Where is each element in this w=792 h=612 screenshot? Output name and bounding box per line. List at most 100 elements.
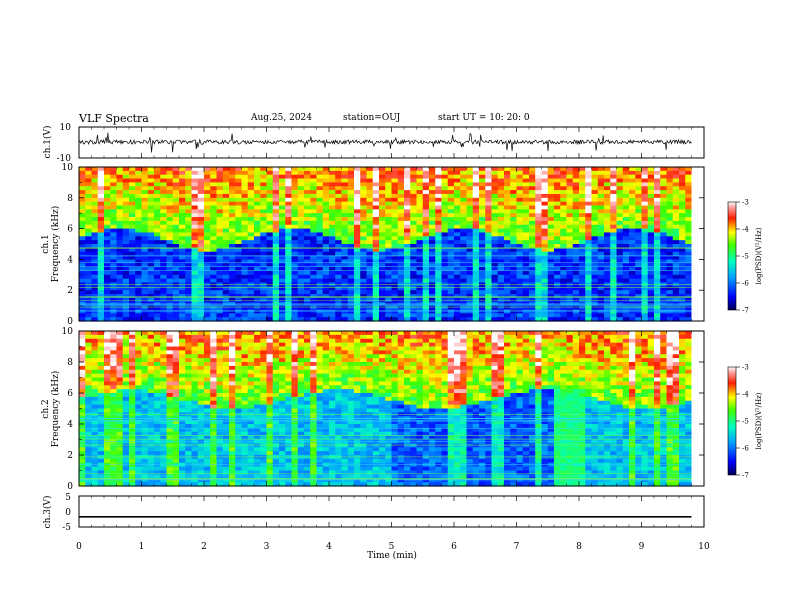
spectrogram-cell (572, 178, 580, 183)
spectrogram-cell (547, 255, 555, 260)
spectrogram-cell (85, 297, 93, 303)
spectrogram-cell (260, 247, 268, 253)
spectrogram-cell (279, 270, 286, 276)
spectrogram-cell (129, 270, 136, 276)
spectrogram-cell (135, 305, 143, 311)
spectrogram-cell (310, 182, 318, 187)
spectrogram-cell (204, 167, 211, 172)
spectrogram-cell (591, 309, 599, 314)
spectrogram-cell (597, 224, 605, 230)
spectrogram-cell (466, 236, 474, 241)
spectrogram-cell (454, 228, 461, 234)
spectrogram-cell (360, 167, 368, 172)
spectrogram-cell (410, 174, 418, 180)
spectrogram-cell (216, 305, 224, 311)
spectrogram-cell (222, 286, 230, 291)
spectrogram-cell (416, 263, 424, 268)
spectrogram-cell (97, 424, 105, 429)
spectrogram-cell (504, 278, 511, 284)
spectrogram-cell (191, 182, 199, 187)
spectrogram-cell (185, 470, 193, 475)
spectrogram-cell (229, 167, 236, 172)
spectrogram-cell (404, 305, 411, 311)
spectrogram-cell (566, 263, 574, 268)
spectrogram-cell (429, 251, 436, 257)
spectrogram-cell (135, 190, 143, 195)
spectrogram-cell (397, 197, 405, 203)
spectrogram-cell (160, 369, 168, 375)
spectrogram-cell (660, 236, 668, 241)
spectrogram-cell (135, 342, 143, 348)
spectrogram-cell (147, 255, 155, 260)
spectrogram-cell (147, 244, 155, 249)
spectrogram-cell (322, 309, 330, 314)
spectrogram-cell (222, 301, 230, 307)
spectrogram-cell (510, 174, 518, 180)
spectrogram-cell (679, 217, 686, 222)
spectrogram-cell (210, 331, 218, 336)
spectrogram-cell (179, 404, 186, 410)
spectrogram-cell (247, 201, 255, 207)
spectrogram-cell (129, 255, 136, 260)
spectrogram-cell (147, 197, 155, 203)
spectrogram-cell (516, 236, 524, 241)
spectrogram-cell (304, 240, 311, 245)
spectrogram-cell (641, 317, 649, 322)
spectrogram-cell (297, 255, 305, 260)
spectrogram-cell (447, 178, 455, 183)
spectrogram-cell (379, 244, 386, 249)
spectrogram-cell (535, 213, 543, 218)
spectrogram-cell (416, 201, 424, 207)
spectrogram-cell (454, 170, 461, 176)
spectrogram-cell (354, 190, 361, 195)
spectrogram-cell (116, 301, 124, 307)
spectrogram-cell (335, 193, 343, 199)
spectrogram-cell (216, 435, 224, 441)
spectrogram-cell (454, 224, 461, 230)
spectrogram-cell (572, 228, 580, 234)
spectrogram-cell (104, 259, 111, 264)
spectrogram-cell (91, 186, 99, 191)
spectrogram-cell (641, 259, 649, 264)
spectrogram-cell (622, 186, 630, 191)
spectrogram-cell (672, 255, 680, 260)
spectrogram-cell (410, 267, 418, 272)
spectrogram-cell (266, 167, 274, 172)
spectrogram-cell (435, 270, 443, 276)
spectrogram-cell (641, 213, 649, 218)
spectrogram-cell (491, 220, 499, 226)
spectrogram-cell (479, 240, 486, 245)
spectrogram-cell (654, 232, 661, 237)
spectrogram-cell (629, 217, 636, 222)
spectrogram-cell (366, 170, 374, 176)
spectrogram-cell (97, 354, 105, 359)
spectrogram-cell (260, 317, 268, 322)
spectrogram-cell (266, 270, 274, 276)
spectrogram-cell (216, 373, 224, 379)
spectrogram-cell (222, 447, 230, 452)
spectrogram-cell (554, 313, 561, 318)
spectrogram-cell (216, 443, 224, 448)
spectrogram-cell (216, 232, 224, 237)
spectrogram-cell (247, 220, 255, 226)
spectrogram-cell (135, 167, 143, 172)
spectrogram-cell (97, 167, 105, 172)
spectrogram-cell (635, 263, 643, 268)
spectrogram-cell (191, 431, 199, 437)
spectrogram-cell (154, 228, 161, 234)
spectrogram-cell (497, 228, 505, 234)
spectrogram-cell (535, 240, 543, 245)
spectrogram-cell (604, 220, 611, 226)
spectrogram-cell (222, 365, 230, 371)
spectrogram-cell (347, 240, 355, 245)
spectrogram-cell (97, 240, 105, 245)
spectrogram-cell (322, 251, 330, 257)
spectrogram-cell (279, 224, 286, 230)
spectrogram-cell (485, 190, 493, 195)
spectrogram-cell (97, 404, 105, 410)
spectrogram-cell (222, 455, 230, 460)
spectrogram-cell (85, 389, 93, 394)
spectrogram-cell (322, 220, 330, 226)
spectrogram-cell (547, 170, 555, 176)
spectrogram-cell (597, 193, 605, 199)
